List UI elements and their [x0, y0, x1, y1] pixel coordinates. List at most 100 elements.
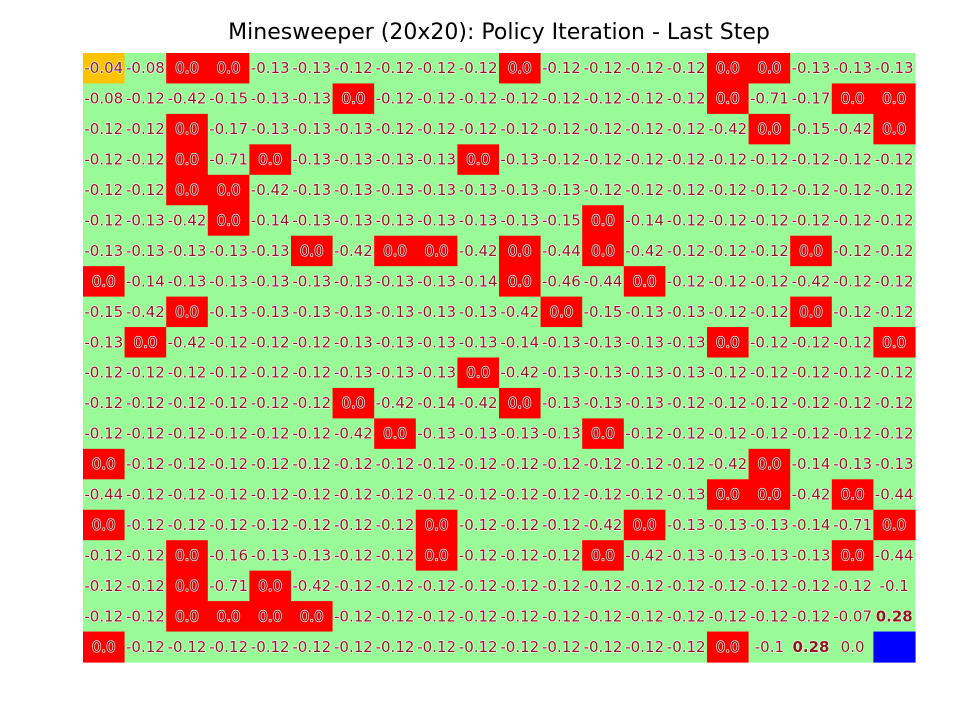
- cell-value-label: -0.12: [168, 516, 207, 534]
- heatmap-cell-safe: [623, 540, 666, 572]
- cell-value-label: -0.12: [376, 577, 415, 595]
- heatmap-cell-safe: [623, 83, 666, 115]
- heatmap-cell-mine: [748, 113, 791, 145]
- cell-value-label: -0.12: [84, 394, 123, 412]
- cell-value-label: -0.12: [417, 59, 456, 77]
- heatmap-cell-safe: [374, 570, 417, 602]
- heatmap-cell-safe: [831, 174, 874, 206]
- heatmap-cell-mine: [707, 53, 750, 85]
- cell-value-label: 0.0: [383, 425, 407, 443]
- cell-value-label: -0.12: [126, 90, 165, 108]
- heatmap-cell-safe: [124, 296, 167, 328]
- cell-value-label: -0.12: [750, 607, 789, 625]
- heatmap-cell-safe: [707, 601, 750, 633]
- heatmap-cell-safe: [873, 448, 916, 480]
- heatmap-cell-safe: [499, 144, 542, 176]
- cell-value-label: -0.12: [84, 151, 123, 169]
- cell-value-label: -0.14: [792, 455, 831, 473]
- heatmap-cell-safe: [873, 174, 916, 206]
- cell-value-label: -0.71: [833, 516, 872, 534]
- cell-value-label: -0.12: [875, 242, 914, 260]
- heatmap-cell-mine: [166, 570, 209, 602]
- heatmap-cell-safe: [831, 357, 874, 389]
- heatmap-cell-safe: [623, 174, 666, 206]
- heatmap-cell-safe: [665, 205, 708, 237]
- cell-value-label: -0.12: [875, 364, 914, 382]
- cell-value-label: -0.15: [542, 211, 581, 229]
- heatmap-cell-safe: [332, 144, 375, 176]
- heatmap-cell-safe: [291, 296, 334, 328]
- heatmap-cell-safe: [540, 418, 583, 450]
- cell-value-label: -0.12: [875, 272, 914, 290]
- heatmap-cell-safe: [665, 601, 708, 633]
- cell-value-label: -0.13: [376, 151, 415, 169]
- cell-value-label: 0.0: [217, 181, 241, 199]
- heatmap-cell-mine: [582, 540, 625, 572]
- cell-value-label: -0.12: [750, 242, 789, 260]
- cell-value-label: -0.12: [542, 455, 581, 473]
- cell-value-label: -0.42: [168, 90, 207, 108]
- cell-value-label: -0.12: [667, 638, 706, 656]
- cell-value-label: -0.17: [792, 90, 831, 108]
- cell-value-label: 0.0: [175, 607, 199, 625]
- cell-value-label: -0.12: [667, 211, 706, 229]
- cell-value-label: -0.12: [625, 151, 664, 169]
- heatmap-cell-safe: [748, 174, 791, 206]
- cell-value-label: 0.0: [716, 333, 740, 351]
- cell-value-label: -0.12: [625, 90, 664, 108]
- cell-value-label: 0.0: [757, 59, 781, 77]
- heatmap-cell-safe: [374, 357, 417, 389]
- heatmap-cell-safe: [249, 174, 292, 206]
- cell-value-label: -0.13: [667, 486, 706, 504]
- heatmap-cell-safe: [790, 83, 833, 115]
- cell-value-label: -0.12: [667, 181, 706, 199]
- cell-value-label: -0.12: [500, 120, 539, 138]
- heatmap-cell-safe: [707, 448, 750, 480]
- heatmap-cell-safe: [707, 387, 750, 419]
- heatmap-cell-safe: [623, 296, 666, 328]
- heatmap-cell-safe: [332, 448, 375, 480]
- cell-value-label: -0.44: [875, 486, 914, 504]
- cell-value-label: 0.0: [258, 151, 282, 169]
- cell-value-label: -0.12: [126, 120, 165, 138]
- heatmap-cell-safe: [291, 631, 334, 663]
- heatmap-cell-safe: [748, 235, 791, 267]
- cell-value-label: -0.12: [168, 638, 207, 656]
- cell-value-label: -0.14: [126, 272, 165, 290]
- cell-value-label: -0.13: [459, 425, 498, 443]
- cell-value-label: -0.12: [126, 151, 165, 169]
- cell-labels: -0.04 -0.08 0.0 0.0 -0.13 -0.13 -0.12 -0.12 -0.1…: [84, 59, 914, 657]
- cell-value-label: -0.13: [459, 333, 498, 351]
- cell-value-label: -0.13: [209, 272, 248, 290]
- cell-value-label: -0.12: [126, 638, 165, 656]
- heatmap-cell-safe: [790, 479, 833, 511]
- cell-value-label: -0.13: [251, 546, 290, 564]
- cell-value-label: -0.12: [251, 638, 290, 656]
- heatmap-cell-safe: [83, 144, 126, 176]
- heatmap-cell-safe: [166, 205, 209, 237]
- cell-value-label: -0.42: [708, 120, 747, 138]
- heatmap-cell-safe: [415, 174, 458, 206]
- heatmap-cell-mine: [207, 205, 250, 237]
- cell-value-label: -0.12: [84, 607, 123, 625]
- cell-value-label: -0.13: [417, 425, 456, 443]
- heatmap-cell-safe: [83, 327, 126, 359]
- chart-title: Minesweeper (20x20): Policy Iteration - …: [228, 20, 770, 45]
- heatmap-cell-mine: [831, 83, 874, 115]
- heatmap-cell-safe: [249, 327, 292, 359]
- heatmap-cell-safe: [249, 266, 292, 298]
- cell-value-label: -0.13: [292, 546, 331, 564]
- heatmap-cell-safe: [457, 327, 500, 359]
- heatmap-cell-safe: [665, 83, 708, 115]
- cell-value-label: -0.14: [459, 272, 498, 290]
- cell-value-label: -0.44: [84, 486, 123, 504]
- heatmap-cell-safe: [207, 540, 250, 572]
- cell-value-label: 0.0: [133, 333, 157, 351]
- heatmap-cell-safe: [291, 327, 334, 359]
- cell-value-label: -0.13: [459, 181, 498, 199]
- cell-value-label: -0.12: [126, 546, 165, 564]
- heatmap-cell-safe: [790, 327, 833, 359]
- heatmap-cell-safe: [166, 83, 209, 115]
- cell-value-label: -0.13: [292, 211, 331, 229]
